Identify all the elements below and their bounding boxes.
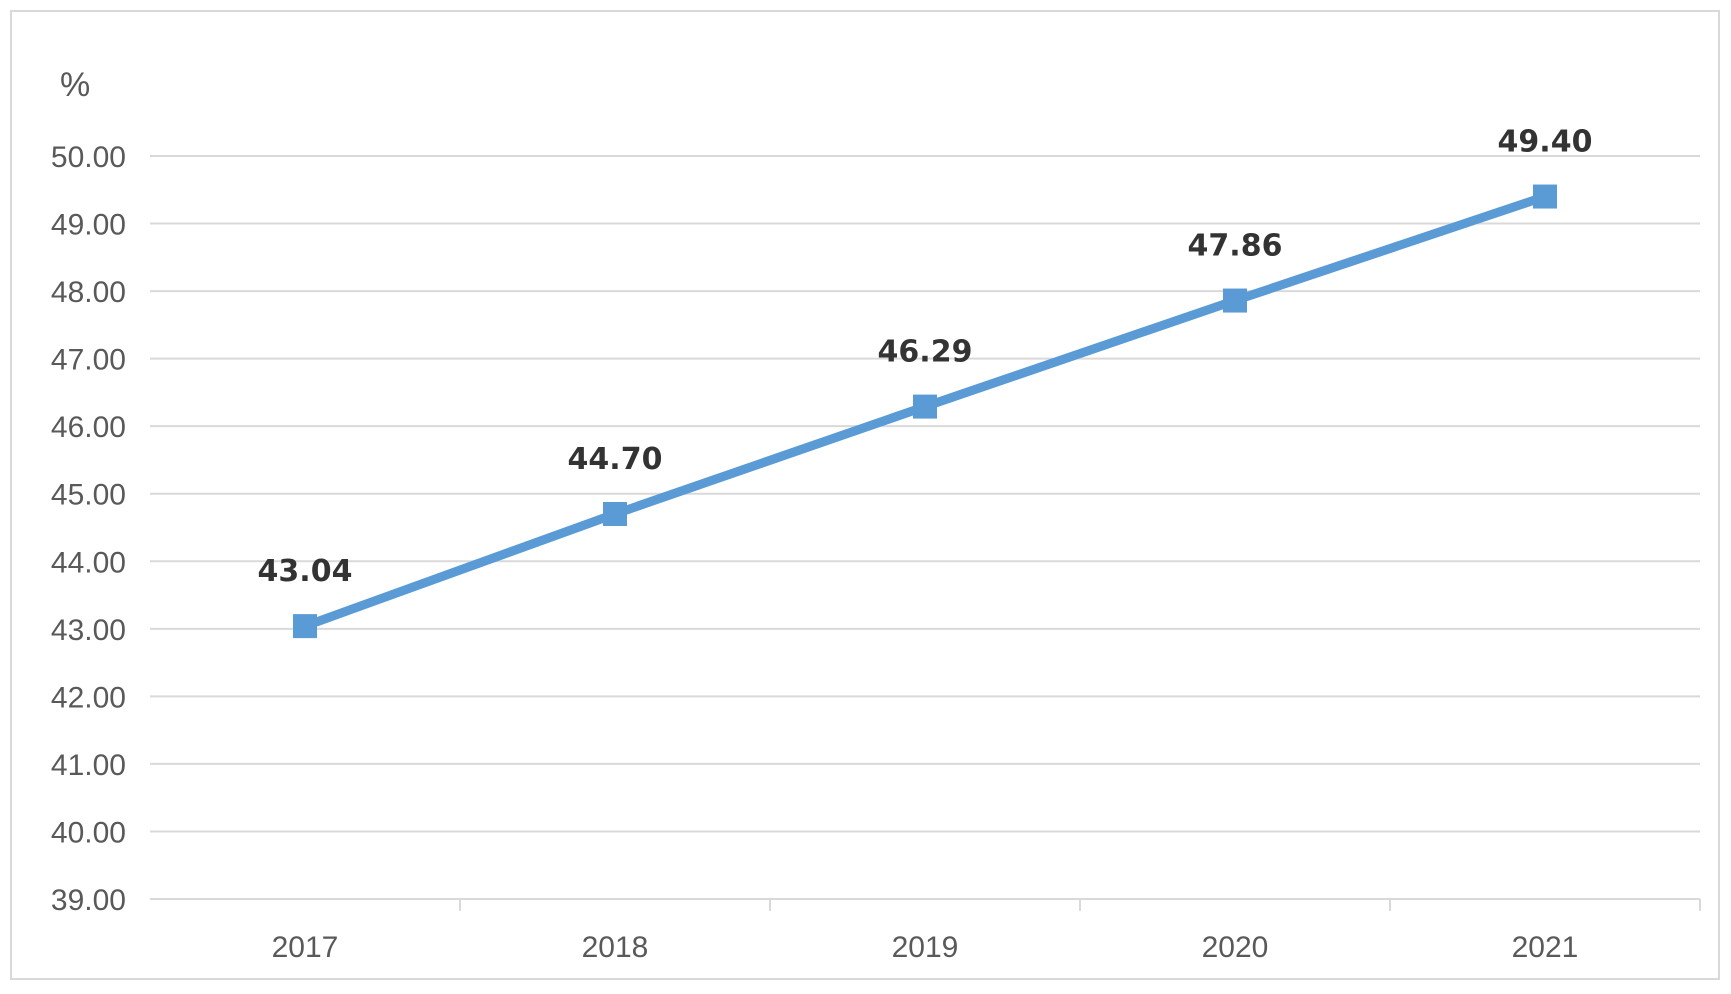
y-tick-label: 41.00 — [51, 749, 126, 782]
data-point-marker — [1223, 288, 1247, 313]
data-labels: 43.04 44.70 46.29 47.86 49.40 — [258, 125, 1593, 590]
y-tick-label: 42.00 — [51, 681, 126, 714]
y-tick-labels: 39.00 40.00 41.00 42.00 43.00 44.00 45.00 46.00… — [51, 141, 126, 917]
y-tick-label: 48.00 — [51, 276, 126, 309]
data-label: 44.70 — [568, 442, 663, 477]
chart-frame — [10, 10, 1720, 980]
data-point-marker — [1533, 184, 1557, 209]
data-label: 43.04 — [258, 554, 353, 589]
x-tick-labels: 2017 2018 2019 2020 2021 — [272, 931, 1579, 964]
y-tick-label: 44.00 — [51, 546, 126, 579]
y-tick-label: 39.00 — [51, 884, 126, 917]
data-point-marker — [913, 394, 937, 419]
y-tick-label: 43.00 — [51, 614, 126, 647]
data-label: 47.86 — [1188, 229, 1283, 264]
y-unit-label: % — [60, 66, 90, 104]
y-tick-label: 47.00 — [51, 344, 126, 377]
x-tick-label: 2018 — [582, 931, 649, 964]
y-tick-label: 40.00 — [51, 816, 126, 849]
data-point-marker — [293, 614, 317, 639]
data-point-marker — [603, 501, 627, 526]
data-label: 46.29 — [878, 335, 973, 370]
x-tick-label: 2017 — [272, 931, 339, 964]
y-tick-label: 45.00 — [51, 479, 126, 512]
x-tick-label: 2020 — [1202, 931, 1269, 964]
x-axis — [150, 898, 1701, 911]
y-tick-label: 46.00 — [51, 411, 126, 444]
grid-lines — [150, 155, 1700, 833]
data-label: 49.40 — [1498, 125, 1593, 160]
y-tick-label: 50.00 — [51, 141, 126, 174]
y-tick-label: 49.00 — [51, 209, 126, 242]
series-markers — [293, 184, 1557, 639]
x-tick-label: 2021 — [1512, 931, 1579, 964]
x-tick-label: 2019 — [892, 931, 959, 964]
